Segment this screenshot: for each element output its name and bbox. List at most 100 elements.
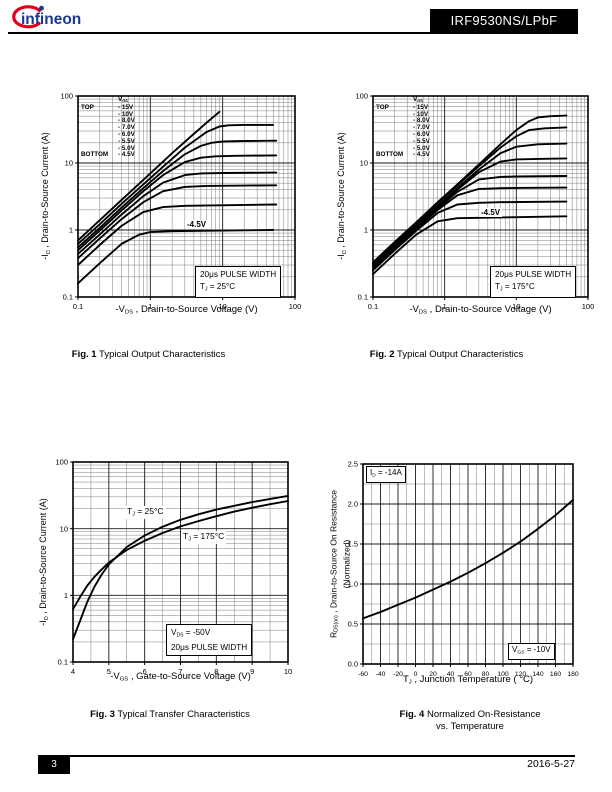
fig4-y-axis-label-line2: (Normalized) xyxy=(341,539,352,589)
page-number-box: 3 xyxy=(38,755,70,774)
infineon-logo-graphic: infineon xyxy=(12,5,81,29)
fig1-x-axis-label: -VDS , Drain-to-Source Voltage (V) xyxy=(115,304,258,316)
svg-text:120: 120 xyxy=(515,671,527,678)
curve-fig1 xyxy=(77,203,278,266)
svg-text:40: 40 xyxy=(447,671,455,678)
svg-text:1.0: 1.0 xyxy=(348,580,358,589)
fig3-note-line1: VDS = -50V xyxy=(171,628,211,639)
svg-text:1: 1 xyxy=(64,591,68,600)
fig2-y-axis-label: -ID , Drain-to-Source Current (A) xyxy=(336,132,348,260)
product-title-bar: IRF9530NS/LPbF xyxy=(430,9,578,32)
chart-fig1: 0.1 1 10 100 100 10 1 0.1 xyxy=(60,92,301,311)
curve-fig3 xyxy=(72,494,289,641)
svg-text:0.1: 0.1 xyxy=(63,293,73,302)
product-name: IRF9530NS/LPbF xyxy=(450,13,558,28)
svg-text:7: 7 xyxy=(178,667,182,676)
fig3-caption: Fig. 3 Typical Transfer Characteristics xyxy=(90,709,250,720)
svg-text:1: 1 xyxy=(148,302,152,311)
svg-text:160: 160 xyxy=(550,671,562,678)
fig1-caption: Fig. 1 Typical Output Characteristics xyxy=(71,349,226,360)
logo-wordmark: infineon xyxy=(21,11,81,28)
curve-fig1 xyxy=(77,154,278,252)
curve-fig2 xyxy=(372,215,568,276)
fig4-y-axis-label: RDS(on) , Drain-to-Source On Resistance … xyxy=(328,490,351,638)
fig2-caption: Fig. 2 Typical Output Characteristics xyxy=(369,349,524,360)
svg-text:0.1: 0.1 xyxy=(73,302,83,311)
fig4-vgs-condition-box: VGS = -10V xyxy=(508,643,555,661)
svg-text:8: 8 xyxy=(214,667,218,676)
svg-text:10: 10 xyxy=(65,159,73,168)
fig1-note-line2: TJ = 25°C xyxy=(200,281,236,292)
fig1-note-line1: 20μs PULSE WIDTH xyxy=(200,270,277,279)
svg-text:80: 80 xyxy=(482,671,490,678)
fig1-curve-annotation: -4.5V xyxy=(185,220,209,229)
fig2-x-axis-label: -VDS , Drain-to-Source Voltage (V) xyxy=(409,304,552,316)
svg-text:100: 100 xyxy=(55,458,68,467)
svg-text:0.0: 0.0 xyxy=(348,660,358,669)
logo-swoosh xyxy=(12,5,42,29)
page-number: 3 xyxy=(51,759,57,770)
svg-text:10: 10 xyxy=(512,302,520,311)
svg-text:0.1: 0.1 xyxy=(358,293,368,302)
svg-text:1: 1 xyxy=(443,302,447,311)
fig4-caption-line2: vs. Temperature xyxy=(436,721,504,732)
curve-fig2 xyxy=(372,186,568,271)
fig4-x-axis-label: TJ , Junction Temperature ( °C) xyxy=(402,674,534,686)
fig1-conditions-note: 20μs PULSE WIDTH TJ = 25°C xyxy=(195,266,282,299)
curve-fig1 xyxy=(77,123,275,245)
fig3-x-axis-label: -VGS , Gate-to-Source Voltage (V) xyxy=(110,671,251,683)
fig3-note-line2: 20μs PULSE WIDTH xyxy=(171,642,248,652)
svg-text:180: 180 xyxy=(567,671,579,678)
header-rule xyxy=(8,32,578,34)
curve-fig4 xyxy=(362,499,574,620)
logo-dot xyxy=(39,5,44,11)
footer-rule xyxy=(70,755,575,757)
svg-text:0.1: 0.1 xyxy=(368,302,378,311)
curve-fig1 xyxy=(77,139,278,249)
svg-text:10: 10 xyxy=(60,524,68,533)
svg-text:-40: -40 xyxy=(376,671,386,678)
fig3-label-175c: TJ = 175°C xyxy=(181,531,227,545)
svg-text:1: 1 xyxy=(364,226,368,235)
svg-text:5: 5 xyxy=(107,667,111,676)
curve-fig3 xyxy=(72,500,289,611)
fig3-conditions-note: VDS = -50V 20μs PULSE WIDTH xyxy=(166,624,253,657)
curve-fig1 xyxy=(77,184,278,260)
curve-fig1 xyxy=(77,171,278,255)
svg-text:9: 9 xyxy=(250,667,254,676)
svg-text:100: 100 xyxy=(289,302,302,311)
curve-fig2 xyxy=(372,157,568,267)
fig4-y-axis-label-line1: RDS(on) , Drain-to-Source On Resistance xyxy=(328,489,340,639)
svg-text:100: 100 xyxy=(582,302,595,311)
svg-text:1.5: 1.5 xyxy=(348,540,358,549)
footer-date: 2016-5-27 xyxy=(527,758,575,770)
curve-fig2 xyxy=(372,200,568,272)
infineon-logo: infineon xyxy=(8,2,110,34)
fig2-conditions-note: 20μs PULSE WIDTH TJ = 175°C xyxy=(490,266,577,299)
fig3-y-axis-label: -ID , Drain-to-Source Current (A) xyxy=(38,498,50,626)
chart-fig3: 4 5 6 7 8 9 10 100 10 1 0.1 xyxy=(55,458,292,676)
svg-text:20: 20 xyxy=(429,671,437,678)
svg-text:0.5: 0.5 xyxy=(348,620,358,629)
svg-text:2.5: 2.5 xyxy=(348,460,358,469)
fig4-id-condition-box: ID = -14A xyxy=(366,466,406,484)
fig1-vgs-legend: VGS TOP - 15V - 10V - 8.0V - 7.0V - 6.0V - 5.5V… xyxy=(81,96,135,159)
svg-text:4: 4 xyxy=(71,667,75,676)
svg-text:60: 60 xyxy=(464,671,472,678)
svg-text:-20: -20 xyxy=(393,671,403,678)
svg-text:-60: -60 xyxy=(358,671,368,678)
fig4-caption: Fig. 4 Normalized On-Resistance vs. Temp… xyxy=(352,709,588,733)
fig2-vgs-legend: VGS TOP - 15V - 10V - 8.0V - 7.0V - 6.0V - 5.5V… xyxy=(376,96,430,159)
svg-text:100: 100 xyxy=(60,92,73,101)
chart-fig4: -60 -40 -20 0 20 40 60 80 100 120 140 160 180 0.0 0.5 1… xyxy=(348,460,579,678)
svg-text:6: 6 xyxy=(143,667,147,676)
fig2-note-line2: TJ = 175°C xyxy=(495,281,535,292)
curve-fig2 xyxy=(372,126,568,265)
svg-text:0.1: 0.1 xyxy=(58,658,68,667)
svg-text:100: 100 xyxy=(497,671,509,678)
svg-text:2.0: 2.0 xyxy=(348,500,358,509)
fig4-caption-line1: Fig. 4 Normalized On-Resistance xyxy=(399,709,541,720)
fig3-label-25c: TJ = 25°C xyxy=(125,506,166,520)
